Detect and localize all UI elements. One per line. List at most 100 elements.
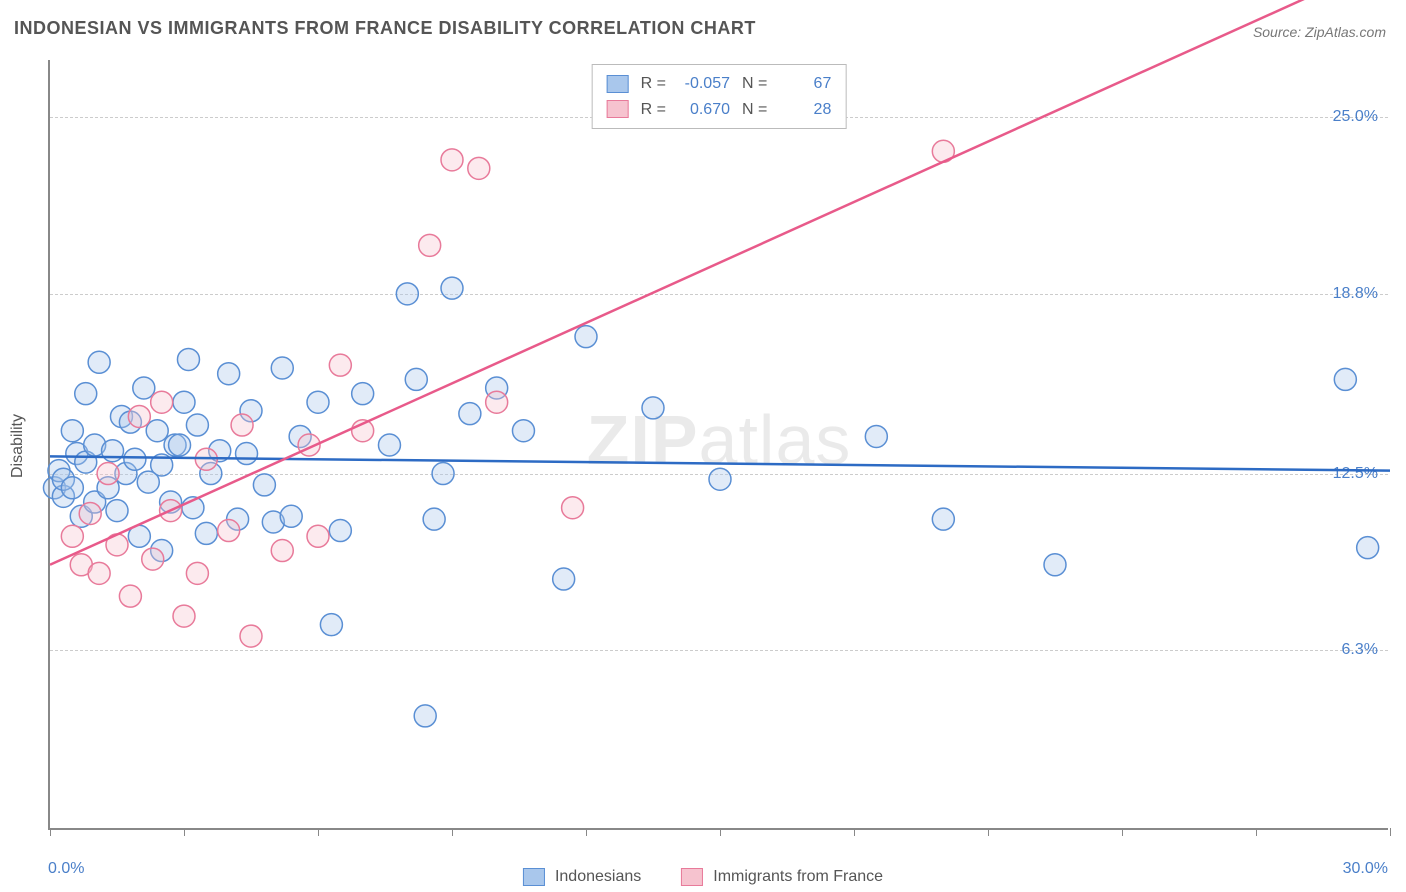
data-point [329, 520, 351, 542]
data-point [378, 434, 400, 456]
legend-label: Indonesians [555, 868, 641, 886]
data-point [151, 391, 173, 413]
data-point [486, 391, 508, 413]
data-point [709, 468, 731, 490]
stat-r-value: 0.670 [678, 97, 730, 123]
x-tick [720, 828, 721, 836]
data-point [396, 283, 418, 305]
data-point [352, 383, 374, 405]
data-point [271, 357, 293, 379]
scatter-svg [50, 60, 1388, 828]
x-axis-max-label: 30.0% [1343, 860, 1388, 878]
data-point [231, 414, 253, 436]
data-point [932, 508, 954, 530]
data-point [405, 368, 427, 390]
series-legend: Indonesians Immigrants from France [523, 868, 883, 886]
x-tick [50, 828, 51, 836]
data-point [142, 548, 164, 570]
data-point [146, 420, 168, 442]
stat-r-label: R = [641, 97, 666, 123]
data-point [432, 463, 454, 485]
data-point [1357, 537, 1379, 559]
data-point [61, 477, 83, 499]
x-tick [1390, 828, 1391, 836]
data-point [562, 497, 584, 519]
data-point [133, 377, 155, 399]
data-point [106, 500, 128, 522]
data-point [240, 625, 262, 647]
data-point [124, 448, 146, 470]
data-point [186, 562, 208, 584]
stat-r-label: R = [641, 71, 666, 97]
source-value: ZipAtlas.com [1305, 24, 1386, 40]
data-point [128, 405, 150, 427]
data-point [553, 568, 575, 590]
stat-n-label: N = [742, 97, 767, 123]
data-point [1044, 554, 1066, 576]
chart-title: INDONESIAN VS IMMIGRANTS FROM FRANCE DIS… [14, 18, 756, 39]
data-point [512, 420, 534, 442]
legend-swatch [681, 868, 703, 886]
stats-legend: R = -0.057 N = 67 R = 0.670 N = 28 [592, 64, 847, 129]
stat-n-value: 67 [779, 71, 831, 97]
data-point [441, 277, 463, 299]
data-point [169, 434, 191, 456]
legend-item: Indonesians [523, 868, 641, 886]
x-tick [318, 828, 319, 836]
data-point [642, 397, 664, 419]
data-point [320, 614, 342, 636]
data-point [468, 157, 490, 179]
plot-area: ZIPatlas 25.0%18.8%12.5%6.3% R =-0.057N … [48, 60, 1388, 830]
data-point [119, 585, 141, 607]
legend-swatch [523, 868, 545, 886]
x-tick [854, 828, 855, 836]
x-tick [586, 828, 587, 836]
source-label: Source: [1253, 24, 1301, 40]
x-tick [452, 828, 453, 836]
data-point [414, 705, 436, 727]
data-point [79, 502, 101, 524]
x-tick [1256, 828, 1257, 836]
legend-label: Immigrants from France [713, 868, 883, 886]
data-point [280, 505, 302, 527]
data-point [97, 463, 119, 485]
x-tick [1122, 828, 1123, 836]
data-point [459, 403, 481, 425]
x-tick [184, 828, 185, 836]
data-point [173, 605, 195, 627]
data-point [419, 234, 441, 256]
data-point [88, 562, 110, 584]
source-citation: Source: ZipAtlas.com [1253, 24, 1386, 40]
data-point [423, 508, 445, 530]
data-point [88, 351, 110, 373]
data-point [75, 383, 97, 405]
data-point [218, 520, 240, 542]
data-point [1334, 368, 1356, 390]
series-indonesians [43, 277, 1378, 727]
legend-swatch [607, 75, 629, 93]
legend-swatch [607, 100, 629, 118]
data-point [865, 425, 887, 447]
data-point [61, 420, 83, 442]
stats-row: R = -0.057 N = 67 [607, 71, 832, 97]
legend-item: Immigrants from France [681, 868, 883, 886]
x-axis-min-label: 0.0% [48, 860, 84, 878]
data-point [307, 391, 329, 413]
data-point [186, 414, 208, 436]
data-point [307, 525, 329, 547]
stat-n-label: N = [742, 71, 767, 97]
data-point [271, 540, 293, 562]
data-point [329, 354, 351, 376]
data-point [173, 391, 195, 413]
data-point [441, 149, 463, 171]
data-point [236, 443, 258, 465]
data-point [575, 326, 597, 348]
stats-row: R = 0.670 N = 28 [607, 97, 832, 123]
stat-n-value: 28 [779, 97, 831, 123]
data-point [177, 348, 199, 370]
x-tick [988, 828, 989, 836]
stat-r-value: -0.057 [678, 71, 730, 97]
y-axis-title: Disability [9, 414, 27, 478]
data-point [218, 363, 240, 385]
data-point [253, 474, 275, 496]
